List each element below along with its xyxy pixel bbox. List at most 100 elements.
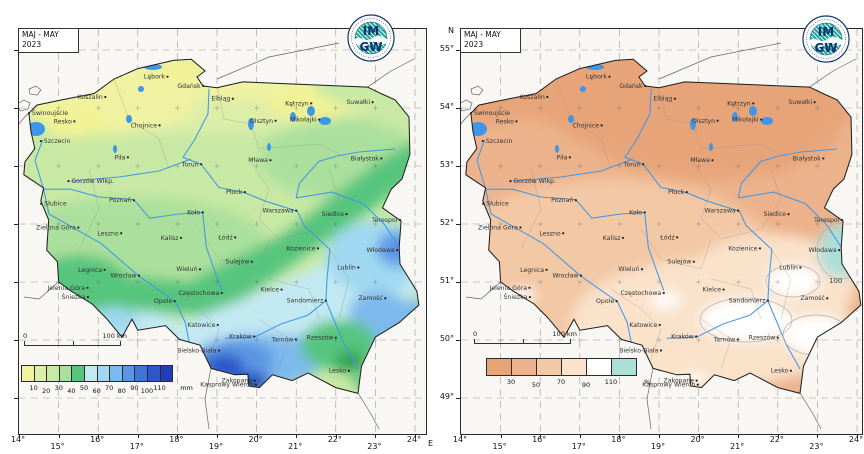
city-dot <box>515 120 518 123</box>
city-label: Szczecin <box>486 138 513 145</box>
lon-tick-mark <box>698 434 700 438</box>
city-label: Rzeszów <box>307 334 334 342</box>
city-label: Toruń <box>623 160 641 168</box>
city-label: Opole <box>596 298 614 305</box>
lat-tick-label: 49° <box>439 392 454 401</box>
lat-tick-mark <box>456 50 461 51</box>
city-dot <box>528 286 531 289</box>
lon-tick-label: 22° <box>769 435 784 444</box>
map-panel-precip-percent: MAJ - MAY 2023 IM GW 0 100 km 30 50 70 90 110… <box>456 15 864 438</box>
lon-tick-mark <box>375 434 377 438</box>
lon-tick-label: 21° <box>288 442 303 451</box>
city-label: Katowice <box>629 322 657 329</box>
lon-tick-mark <box>19 434 20 438</box>
city-label: Szczecin <box>44 138 71 145</box>
lon-tick-label: 24° <box>406 435 422 444</box>
lat-tick-mark <box>14 50 19 51</box>
city-label: Koszalin <box>78 94 103 101</box>
lat-tick-label: 54° <box>439 102 454 111</box>
city-label: Sulejów <box>225 258 249 266</box>
city-dot <box>39 139 42 143</box>
city-label: Częstochowa <box>620 290 661 297</box>
legend-tick-label: 40 <box>67 387 76 395</box>
lon-tick-label: 15° <box>50 442 65 451</box>
city-dot <box>202 84 205 88</box>
city-dot <box>711 159 714 162</box>
poland-map-svg: Świnoujście Szczecin Resko Koszalin Lębork Gd… <box>461 29 864 434</box>
city-label: Tarnów <box>271 335 294 343</box>
city-label: Jelenia Góra <box>489 284 528 292</box>
legend-segment <box>134 365 148 382</box>
city-label: Olsztyn <box>692 118 715 125</box>
city-dot <box>254 383 257 386</box>
legend-tick-label: 110 <box>153 384 166 392</box>
city-dot <box>217 349 221 352</box>
legend-tick-label: 50 <box>79 384 89 392</box>
city-label: Kasprowy Wierch <box>642 382 695 389</box>
city-label: Kraków <box>229 333 252 341</box>
legend-tick-label: 20 <box>42 387 51 395</box>
legend-segment <box>486 358 512 376</box>
admin-borders <box>520 78 792 370</box>
longitude-axis-left-map: 14° 15° 16° 17° 18° 19° 20° 21° 22° 23° 24° E <box>11 433 448 453</box>
city-label: Elbląg <box>211 96 230 103</box>
city-dot <box>294 338 297 341</box>
lon-tick-mark <box>335 434 337 438</box>
city-label: Kozienice <box>286 245 315 252</box>
legend-segment <box>71 365 85 382</box>
city-label: Włodawa <box>808 247 836 254</box>
city-dot <box>198 268 202 271</box>
imgw-logo: IM GW <box>802 15 850 63</box>
city-dot <box>644 84 647 88</box>
city-label: Kalisz <box>603 235 621 242</box>
city-label: Legnica <box>520 267 544 274</box>
city-label: Lublin <box>779 265 798 272</box>
city-label: Świnoujście <box>474 108 510 117</box>
city-label: Kozienice <box>728 245 757 252</box>
city-label: Piła <box>115 154 126 161</box>
city-dot <box>67 179 70 183</box>
city-label: Lębork <box>144 74 166 81</box>
longitude-axis-right-map: 14° 15° 16° 17° 18° 19° 20° 21° 22° 23° 24° <box>453 433 864 453</box>
imgw-logo: IM GW <box>347 14 395 62</box>
lon-tick-mark <box>256 434 258 438</box>
city-dot <box>615 300 618 303</box>
lon-tick-label: 17° <box>571 442 586 451</box>
legend-tick-label: 90 <box>581 381 591 389</box>
city-label: Terespol <box>813 217 840 224</box>
scale-bar: 0 100 km <box>473 330 577 348</box>
city-label: Lesko <box>329 368 347 375</box>
city-dot <box>579 274 583 277</box>
lat-tick-mark <box>456 282 461 283</box>
imgw-logo-text-top: IM <box>818 25 834 39</box>
city-dot <box>295 209 298 212</box>
city-dot <box>347 369 350 372</box>
city-label: Płock <box>226 189 243 196</box>
city-label: Legnica <box>78 267 102 274</box>
lon-tick-mark <box>817 434 819 438</box>
city-dot <box>216 323 219 327</box>
lon-tick-label: 14° <box>452 435 468 444</box>
legend-segment <box>511 358 537 376</box>
city-dot <box>104 95 107 99</box>
city-dot <box>545 268 548 271</box>
legend-segment <box>84 365 98 382</box>
rivers <box>34 88 400 370</box>
lon-tick-mark <box>296 434 298 438</box>
city-dot <box>310 102 313 105</box>
city-label: Poznań <box>109 196 131 204</box>
legend-segment <box>147 365 161 382</box>
city-label: Warszawa <box>705 208 736 215</box>
city-label: Śnieżka <box>62 292 86 301</box>
city-dot <box>789 369 792 372</box>
city-dot <box>243 191 246 194</box>
city-dot <box>509 179 512 183</box>
city-dot <box>77 226 80 229</box>
lat-tick-mark <box>14 340 19 341</box>
lat-tick-label: 52° <box>439 218 454 227</box>
city-label: Terespol <box>371 217 398 224</box>
city-label: Kraków <box>671 333 694 341</box>
lat-tick-label: 55° <box>439 44 454 53</box>
city-dot <box>736 338 739 341</box>
city-label: Wieluń <box>176 265 197 273</box>
